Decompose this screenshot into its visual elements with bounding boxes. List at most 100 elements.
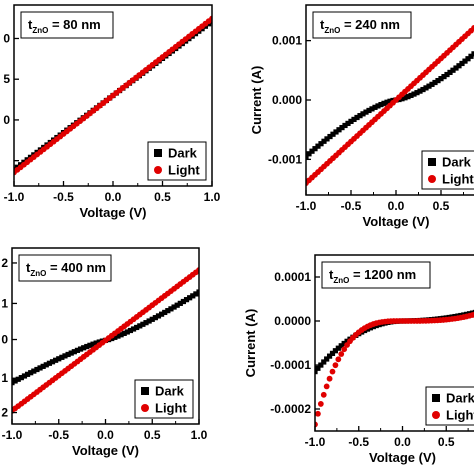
data-point bbox=[351, 116, 357, 123]
data-point bbox=[366, 107, 372, 114]
data-point bbox=[306, 151, 312, 157]
data-point bbox=[168, 306, 174, 312]
data-point bbox=[315, 369, 318, 375]
annotation-box bbox=[18, 254, 112, 282]
data-point bbox=[360, 111, 366, 117]
data-point bbox=[24, 371, 31, 377]
x-tick-label: 1.0 bbox=[204, 190, 221, 204]
data-point bbox=[12, 378, 18, 384]
data-point bbox=[77, 346, 84, 352]
legend-label: Dark bbox=[155, 384, 185, 399]
legend-marker-light bbox=[141, 404, 149, 412]
data-point bbox=[315, 143, 321, 149]
y-tick-label: -0.0001 bbox=[270, 358, 311, 372]
data-point bbox=[456, 63, 462, 69]
data-point bbox=[96, 339, 102, 345]
y-tick-label: -0.0002 bbox=[270, 402, 311, 416]
legend-marker-dark bbox=[428, 158, 436, 166]
data-point bbox=[62, 353, 68, 359]
chart-tl: -1.0 -0.5 0.0 0.5 1.0 0 5 0 Voltage (V) tZnO = 80… bbox=[3, 4, 221, 220]
data-point bbox=[152, 315, 158, 321]
data-point bbox=[183, 297, 190, 303]
annotation-box bbox=[20, 11, 114, 39]
legend-box bbox=[425, 386, 474, 426]
data-point bbox=[187, 295, 193, 301]
y-tick-label: 1 bbox=[1, 371, 8, 385]
data-point bbox=[121, 330, 127, 336]
data-point bbox=[318, 141, 324, 147]
data-point bbox=[162, 309, 168, 316]
legend: Dark Light bbox=[425, 386, 474, 426]
annotation-text: tZnO = 400 nm bbox=[26, 260, 106, 278]
data-point bbox=[324, 136, 330, 142]
x-tick-label: 0.5 bbox=[144, 428, 161, 442]
data-point bbox=[354, 114, 360, 121]
data-point bbox=[321, 359, 327, 365]
data-point bbox=[336, 127, 342, 133]
legend-label: Dark bbox=[446, 391, 474, 406]
data-point bbox=[414, 90, 420, 96]
data-point bbox=[315, 365, 321, 371]
y-axis-title: Current (A) bbox=[249, 66, 264, 135]
x-axis-title: Voltage (V) bbox=[80, 205, 147, 220]
x-tick-label: -1.0 bbox=[4, 190, 25, 204]
plot-area bbox=[14, 15, 212, 176]
data-point bbox=[405, 94, 411, 100]
y-tick-label: 0.0001 bbox=[274, 270, 311, 284]
legend-marker-dark bbox=[154, 149, 162, 157]
data-point bbox=[174, 302, 180, 308]
data-point bbox=[399, 96, 405, 102]
series-dark bbox=[12, 289, 199, 386]
legend-marker-light bbox=[154, 166, 162, 174]
data-point bbox=[81, 345, 87, 351]
y-tick-label: 2 bbox=[1, 256, 8, 270]
data-point bbox=[180, 298, 187, 305]
x-tick-label: -0.5 bbox=[53, 190, 74, 204]
data-point bbox=[450, 67, 456, 73]
y-tick-label: 1 bbox=[1, 296, 8, 310]
data-point bbox=[134, 324, 140, 331]
annotation-text: tZnO = 1200 nm bbox=[329, 267, 416, 285]
x-tick-label: 0.0 bbox=[388, 199, 405, 213]
data-point bbox=[90, 341, 96, 347]
x-tick-label: 0.0 bbox=[394, 435, 411, 449]
data-point bbox=[429, 81, 435, 87]
data-point bbox=[408, 92, 414, 99]
data-point bbox=[149, 316, 155, 322]
data-point bbox=[327, 133, 333, 140]
x-tick-label: 0.5 bbox=[154, 190, 171, 204]
data-point bbox=[402, 95, 408, 101]
x-axis-title: Voltage (V) bbox=[363, 214, 430, 229]
data-point bbox=[53, 357, 59, 363]
series-light bbox=[306, 25, 474, 187]
data-point bbox=[468, 53, 474, 59]
legend-marker-dark bbox=[432, 394, 440, 402]
data-point bbox=[345, 120, 351, 126]
data-point bbox=[441, 74, 447, 80]
data-point bbox=[348, 118, 354, 124]
annotation-text: tZnO = 80 nm bbox=[28, 17, 101, 35]
data-point bbox=[423, 85, 429, 91]
data-point bbox=[37, 365, 43, 371]
data-point bbox=[326, 375, 333, 382]
x-axis-title: Voltage (V) bbox=[369, 450, 436, 465]
legend: Dark Light bbox=[421, 150, 474, 190]
data-point bbox=[124, 329, 130, 335]
x-tick-label: 0.0 bbox=[97, 428, 114, 442]
data-point bbox=[18, 375, 24, 381]
data-point bbox=[65, 351, 71, 358]
x-tick-label: 0.0 bbox=[105, 190, 122, 204]
y-tick-label: 0 bbox=[3, 113, 10, 127]
data-point bbox=[140, 321, 146, 327]
data-point bbox=[335, 356, 342, 363]
data-point bbox=[465, 56, 471, 62]
data-point bbox=[378, 101, 384, 108]
data-point bbox=[438, 76, 444, 82]
data-point bbox=[177, 300, 183, 306]
data-point bbox=[344, 338, 350, 344]
data-point bbox=[71, 349, 77, 355]
data-point bbox=[315, 410, 321, 417]
data-point bbox=[155, 313, 162, 319]
data-point bbox=[387, 98, 393, 104]
data-point bbox=[320, 391, 327, 398]
